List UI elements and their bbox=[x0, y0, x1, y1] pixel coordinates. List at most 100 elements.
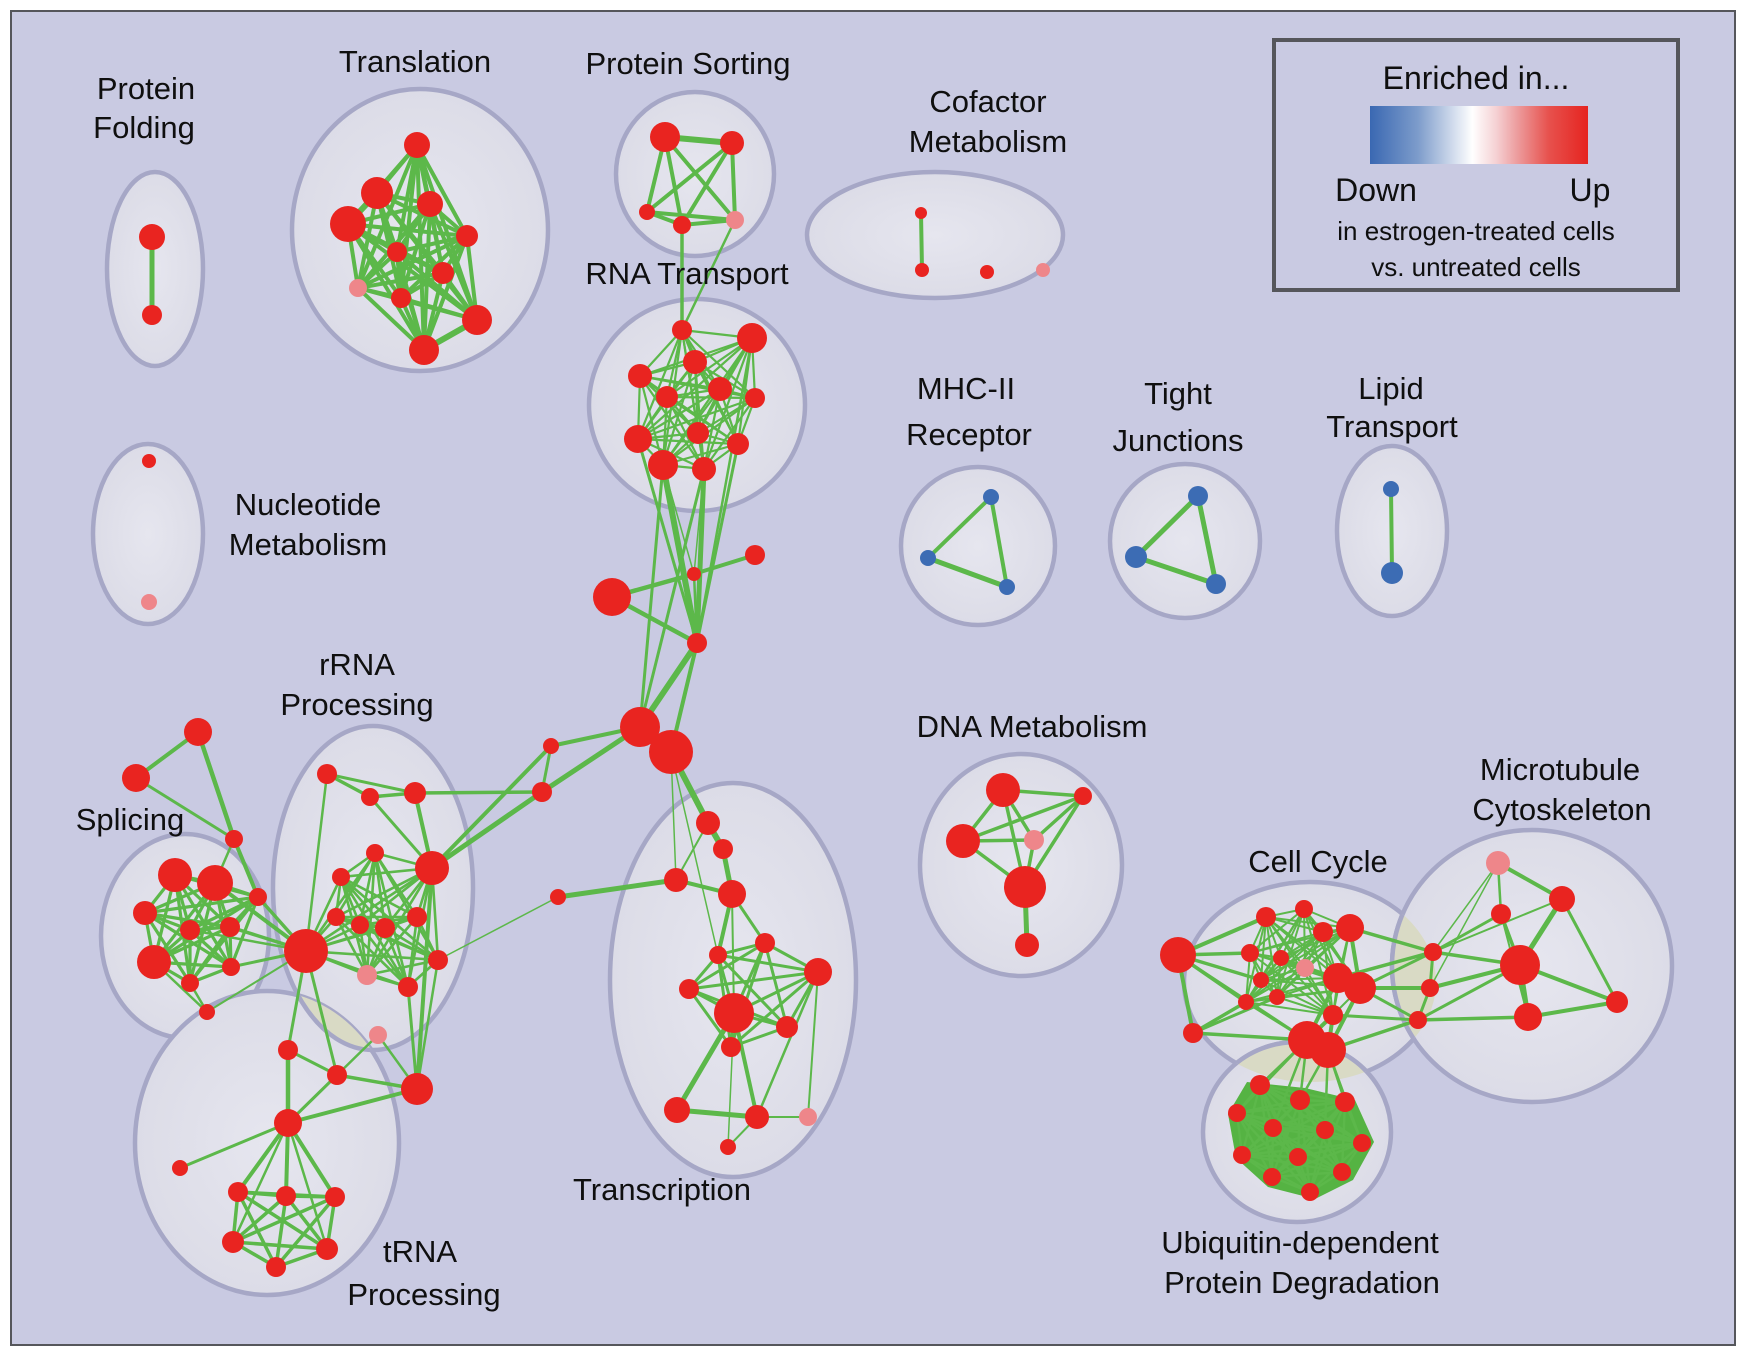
cluster-label-microtubule-cytoskeleton-line1: Cytoskeleton bbox=[1472, 792, 1651, 827]
enrichment-edge bbox=[1240, 1128, 1327, 1157]
gene-set-node-rr8 bbox=[351, 916, 369, 934]
enrichment-edge bbox=[729, 970, 820, 1049]
cluster-label-tight-junctions-line0: Tight bbox=[1144, 376, 1212, 411]
cluster-overlap-tint bbox=[1389, 882, 1436, 1082]
gene-set-node-cc10 bbox=[1253, 972, 1269, 988]
enrichment-edge bbox=[415, 143, 469, 238]
enrichment-edge bbox=[304, 866, 434, 953]
cluster-label-lipid-transport-line0: Lipid bbox=[1358, 371, 1424, 406]
gene-set-node-sp2 bbox=[197, 865, 233, 901]
enrichment-edge bbox=[638, 463, 665, 729]
enrichment-edge bbox=[694, 466, 707, 646]
gene-set-node-nm2 bbox=[141, 594, 157, 610]
gene-set-node-br3 bbox=[1409, 1011, 1427, 1029]
gene-set-node-cn4 bbox=[687, 633, 707, 653]
gene-set-node-ub9 bbox=[1289, 1148, 1307, 1166]
enrichment-edge bbox=[763, 941, 789, 1029]
gene-set-node-ub4 bbox=[1335, 1092, 1355, 1112]
legend-down-label: Down bbox=[1335, 172, 1417, 208]
gene-set-node-ps5 bbox=[726, 211, 744, 229]
enrichment-edge bbox=[152, 895, 260, 964]
enrichment-edge bbox=[555, 877, 679, 900]
gene-set-node-sp5 bbox=[220, 917, 240, 937]
enrichment-edge bbox=[636, 328, 684, 441]
cluster-label-nucleotide-metabolism-line1: Metabolism bbox=[229, 527, 388, 562]
gene-set-node-rr3 bbox=[404, 782, 426, 804]
cluster-label-protein-sorting-line0: Protein Sorting bbox=[585, 46, 790, 81]
gene-set-node-sx2 bbox=[122, 764, 150, 792]
cluster-label-trna-processing-line1: Processing bbox=[347, 1277, 500, 1312]
enrichment-edge bbox=[1270, 1141, 1364, 1179]
enrichment-edge bbox=[429, 789, 545, 871]
enrichment-edge bbox=[1133, 493, 1201, 560]
enrichment-edge bbox=[638, 467, 706, 729]
enrichment-edge bbox=[693, 468, 705, 575]
gene-set-node-ub1 bbox=[1250, 1075, 1270, 1095]
legend-box: Enriched in... Down Up in estrogen-treat… bbox=[1272, 38, 1680, 292]
gene-set-node-tc12 bbox=[664, 1097, 690, 1123]
gene-set-node-mt2 bbox=[1549, 886, 1575, 912]
gene-set-node-cc9 bbox=[1336, 914, 1364, 942]
enrichment-edge bbox=[1429, 862, 1499, 989]
gene-set-node-rr18 bbox=[401, 1073, 433, 1105]
enrichment-edge bbox=[1276, 927, 1351, 998]
gene-set-node-mh3 bbox=[999, 579, 1015, 595]
enrichment-edge bbox=[674, 1107, 760, 1120]
enrichment-edge bbox=[430, 744, 553, 870]
enrichment-edge bbox=[1270, 1170, 1344, 1179]
gene-set-node-cn2 bbox=[687, 567, 701, 581]
gene-set-node-rr13 bbox=[428, 950, 448, 970]
gene-set-node-rr5 bbox=[332, 868, 350, 886]
gene-set-node-cc15 bbox=[1323, 1005, 1343, 1025]
gene-set-node-rt2 bbox=[737, 323, 767, 353]
enrichment-edge bbox=[660, 462, 700, 646]
gene-set-node-lt1 bbox=[1383, 481, 1399, 497]
gene-set-node-mt1 bbox=[1486, 851, 1510, 875]
enrichment-edge bbox=[1249, 908, 1305, 954]
enrichment-edge bbox=[178, 1121, 290, 1170]
enrichment-edge bbox=[1191, 1031, 1309, 1042]
gene-set-node-mh1 bbox=[983, 489, 999, 505]
enrichment-edge bbox=[692, 572, 699, 645]
enrichment-edge bbox=[807, 971, 819, 1118]
gene-set-node-mt6 bbox=[1606, 991, 1628, 1013]
gene-set-node-tr8 bbox=[349, 279, 367, 297]
gene-set-node-ub3 bbox=[1228, 1104, 1246, 1122]
enrichment-edge bbox=[395, 250, 479, 322]
gene-set-node-tr9 bbox=[391, 288, 411, 308]
gene-set-node-ub10 bbox=[1263, 1168, 1281, 1186]
gene-set-node-tr7 bbox=[432, 262, 454, 284]
enrichment-edge bbox=[1133, 554, 1219, 587]
cluster-labels-layer: Protein Folding Translation Protein Sorting… bbox=[76, 44, 1652, 1312]
cluster-label-translation-line0: Translation bbox=[339, 44, 491, 79]
enrichment-edge bbox=[919, 211, 924, 272]
gene-set-node-sp4 bbox=[180, 920, 200, 940]
gene-set-node-tr2 bbox=[361, 177, 393, 209]
enrichment-edge bbox=[286, 1087, 419, 1125]
enrichment-edge bbox=[1032, 794, 1085, 842]
gene-set-node-rt7 bbox=[745, 388, 765, 408]
enrichment-edge bbox=[687, 970, 820, 991]
gene-set-node-sp3 bbox=[133, 901, 157, 925]
gene-set-node-sp8 bbox=[222, 958, 240, 976]
gene-set-node-pf1 bbox=[139, 224, 165, 250]
gene-set-node-mt3 bbox=[1491, 904, 1511, 924]
enrichment-edge bbox=[665, 395, 706, 471]
enrichment-edge bbox=[334, 915, 369, 977]
gene-set-node-ps1 bbox=[650, 122, 680, 152]
gene-set-node-dm6 bbox=[1015, 933, 1039, 957]
cluster-label-protein-folding-line0: Protein bbox=[97, 71, 195, 106]
enrichment-edge bbox=[662, 464, 695, 575]
legend-caption-line2: vs. untreated cells bbox=[1371, 252, 1581, 282]
enrichment-edge bbox=[727, 1012, 735, 1148]
gene-set-node-rr15 bbox=[278, 1040, 298, 1060]
enrichment-edge bbox=[232, 837, 260, 899]
gene-set-node-tr1 bbox=[404, 132, 430, 158]
gene-set-node-rt4 bbox=[628, 364, 652, 388]
cluster-label-ubiquitin-degradation-line1: Protein Degradation bbox=[1164, 1265, 1440, 1300]
gene-set-node-mt4 bbox=[1500, 945, 1540, 985]
gene-set-node-rr16 bbox=[327, 1065, 347, 1085]
gene-set-node-h4 bbox=[222, 1231, 244, 1253]
gene-set-node-tc6 bbox=[709, 946, 727, 964]
gene-set-node-lt2 bbox=[1381, 562, 1403, 584]
